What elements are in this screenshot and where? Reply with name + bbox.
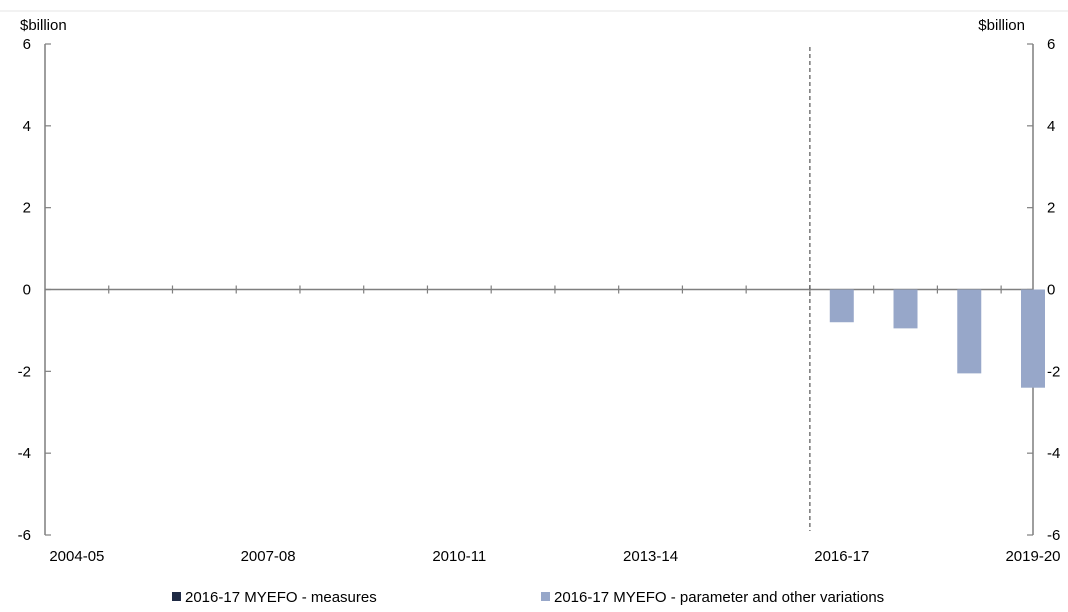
- right-unit-label: $billion: [978, 17, 1025, 34]
- x-tick-label: 2013-14: [623, 548, 678, 565]
- left-y-tick-label: -4: [18, 445, 31, 462]
- bar-parameter-variations: [957, 289, 982, 374]
- legend-label: 2016-17 MYEFO - measures: [185, 589, 377, 606]
- left-y-tick-label: 4: [23, 118, 31, 135]
- legend-swatch: [541, 592, 550, 601]
- legend-swatch: [172, 592, 181, 601]
- chart-marks: 6 6 4 4 2 2 0 0 -2 -2 -4 -4 -6 -6 2004-05 2007-08 2010-1…: [18, 36, 1061, 565]
- left-y-tick-label: -6: [18, 527, 31, 544]
- left-y-tick-label: -2: [18, 363, 31, 380]
- left-unit-label: $billion: [20, 17, 67, 34]
- x-tick-label: 2010-11: [432, 548, 486, 565]
- right-y-tick-label: 2: [1047, 200, 1055, 217]
- x-tick-label: 2007-08: [241, 548, 296, 565]
- legend-label: 2016-17 MYEFO - parameter and other vari…: [554, 589, 884, 606]
- right-y-tick-label: 0: [1047, 282, 1055, 299]
- left-y-tick-label: 6: [23, 36, 31, 53]
- bar-parameter-variations: [1021, 289, 1045, 388]
- right-y-tick-label: -2: [1047, 363, 1060, 380]
- legend: 2016-17 MYEFO - measures 2016-17 MYEFO - …: [172, 589, 884, 606]
- right-y-tick-label: 6: [1047, 36, 1055, 53]
- bar-parameter-variations: [829, 289, 854, 323]
- left-y-tick-label: 2: [23, 200, 31, 217]
- right-y-tick-label: -4: [1047, 445, 1060, 462]
- x-tick-label: 2016-17: [814, 548, 869, 565]
- bar-parameter-variations: [893, 289, 918, 329]
- left-y-tick-label: 0: [23, 282, 31, 299]
- x-tick-label: 2019-20: [1005, 548, 1060, 565]
- right-y-tick-label: -6: [1047, 527, 1060, 544]
- right-y-tick-label: 4: [1047, 118, 1055, 135]
- x-tick-label: 2004-05: [49, 548, 104, 565]
